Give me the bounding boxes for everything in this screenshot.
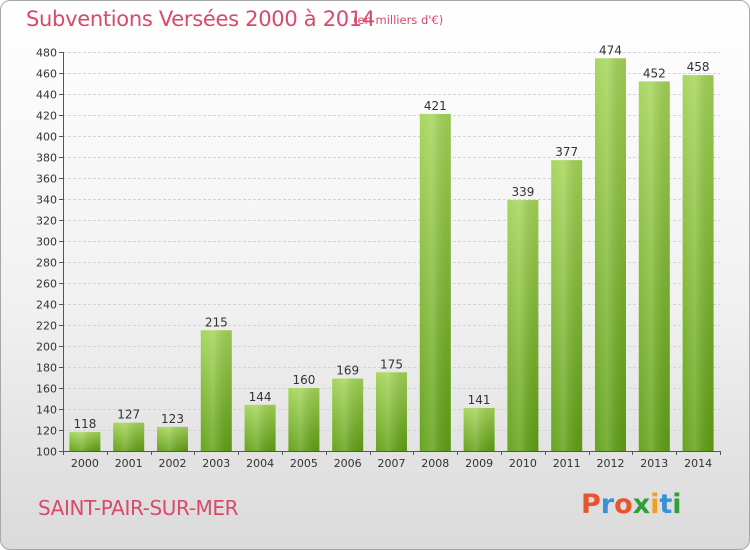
data-label: 377 <box>555 145 578 159</box>
x-tick-label: 2001 <box>115 457 143 470</box>
y-tick-label: 480 <box>36 47 57 60</box>
x-tick-label: 2011 <box>553 457 581 470</box>
bar-highlight <box>682 75 714 451</box>
data-label: 169 <box>336 364 359 378</box>
y-tick-label: 260 <box>36 278 57 291</box>
data-label: 127 <box>117 408 140 422</box>
y-tick-label: 420 <box>36 110 57 123</box>
data-label: 175 <box>380 357 403 371</box>
data-labels: 118 127 123 215 144 160 169 175 421 141 339 377 474 4… <box>73 43 709 431</box>
y-tick-label: 160 <box>36 383 57 396</box>
bar-highlight <box>157 426 188 451</box>
data-label: 160 <box>292 373 315 387</box>
bar-highlight <box>463 407 495 451</box>
logo-letter: i <box>672 489 682 520</box>
x-axis: 2000 2001 2002 2003 2004 2005 2006 2007 2008 2009… <box>63 451 721 470</box>
logo-letter: t <box>659 489 673 520</box>
bar-highlight <box>244 404 276 451</box>
bar-highlight <box>638 81 670 452</box>
x-tick-label: 2008 <box>421 457 449 470</box>
bar-highlight <box>376 372 407 451</box>
proxiti-logo: Proxiti <box>581 489 682 520</box>
y-tick-label: 180 <box>36 362 57 375</box>
logo-letter: r <box>600 489 615 520</box>
x-tick-label: 2007 <box>378 457 406 470</box>
bar-highlight <box>69 432 101 451</box>
y-tick-label: 320 <box>36 215 57 228</box>
data-label: 123 <box>161 412 184 426</box>
y-tick-label: 280 <box>36 257 57 270</box>
data-label: 141 <box>468 393 491 407</box>
y-tick-label: 460 <box>36 68 57 81</box>
city-name: SAINT-PAIR-SUR-MER <box>38 496 239 520</box>
x-tick-label: 2000 <box>71 457 99 470</box>
data-label: 421 <box>424 99 447 113</box>
bar-highlight <box>200 330 232 451</box>
data-label: 118 <box>73 417 96 431</box>
logo-letter: P <box>581 489 601 520</box>
y-axis: 100 120 140 160 180 200 220 240 260 280 300 320 340 3… <box>36 47 64 459</box>
data-label: 339 <box>511 185 534 199</box>
bar-highlight <box>595 58 626 452</box>
bar-highlight <box>332 378 364 451</box>
bar-highlight <box>288 388 320 451</box>
x-tick-label: 2004 <box>246 457 274 470</box>
bar-highlight <box>507 200 539 451</box>
data-label: 474 <box>599 43 622 57</box>
logo-letter: i <box>650 489 660 520</box>
bar-highlight <box>113 422 145 451</box>
data-label: 458 <box>687 60 710 74</box>
y-tick-label: 380 <box>36 152 57 165</box>
logo-letter: o <box>614 489 633 520</box>
data-label: 452 <box>643 66 666 80</box>
data-label: 144 <box>249 390 272 404</box>
x-tick-label: 2006 <box>334 457 362 470</box>
bar-highlight <box>419 113 451 451</box>
bar-highlight <box>551 160 583 451</box>
x-tick-label: 2010 <box>509 457 537 470</box>
chart-title: Subventions Versées 2000 à 2014 <box>26 7 375 31</box>
x-tick-label: 2003 <box>202 457 230 470</box>
y-tick-label: 140 <box>36 404 57 417</box>
y-tick-label: 440 <box>36 89 57 102</box>
y-tick-label: 400 <box>36 131 57 144</box>
y-tick-label: 120 <box>36 425 57 438</box>
bars <box>69 58 714 452</box>
x-tick-label: 2002 <box>159 457 187 470</box>
y-tick-label: 340 <box>36 194 57 207</box>
x-tick-label: 2013 <box>640 457 668 470</box>
y-tick-label: 200 <box>36 341 57 354</box>
x-tick-label: 2014 <box>684 457 712 470</box>
y-tick-label: 100 <box>36 446 57 459</box>
logo-letter: x <box>632 489 651 520</box>
y-tick-label: 240 <box>36 299 57 312</box>
y-tick-label: 360 <box>36 173 57 186</box>
x-tick-label: 2012 <box>597 457 625 470</box>
x-tick-label: 2005 <box>290 457 318 470</box>
x-tick-label: 2009 <box>465 457 493 470</box>
data-label: 215 <box>205 315 228 329</box>
chart-subtitle: (en milliers d'€) <box>353 13 444 27</box>
y-tick-label: 220 <box>36 320 57 333</box>
y-tick-label: 300 <box>36 236 57 249</box>
